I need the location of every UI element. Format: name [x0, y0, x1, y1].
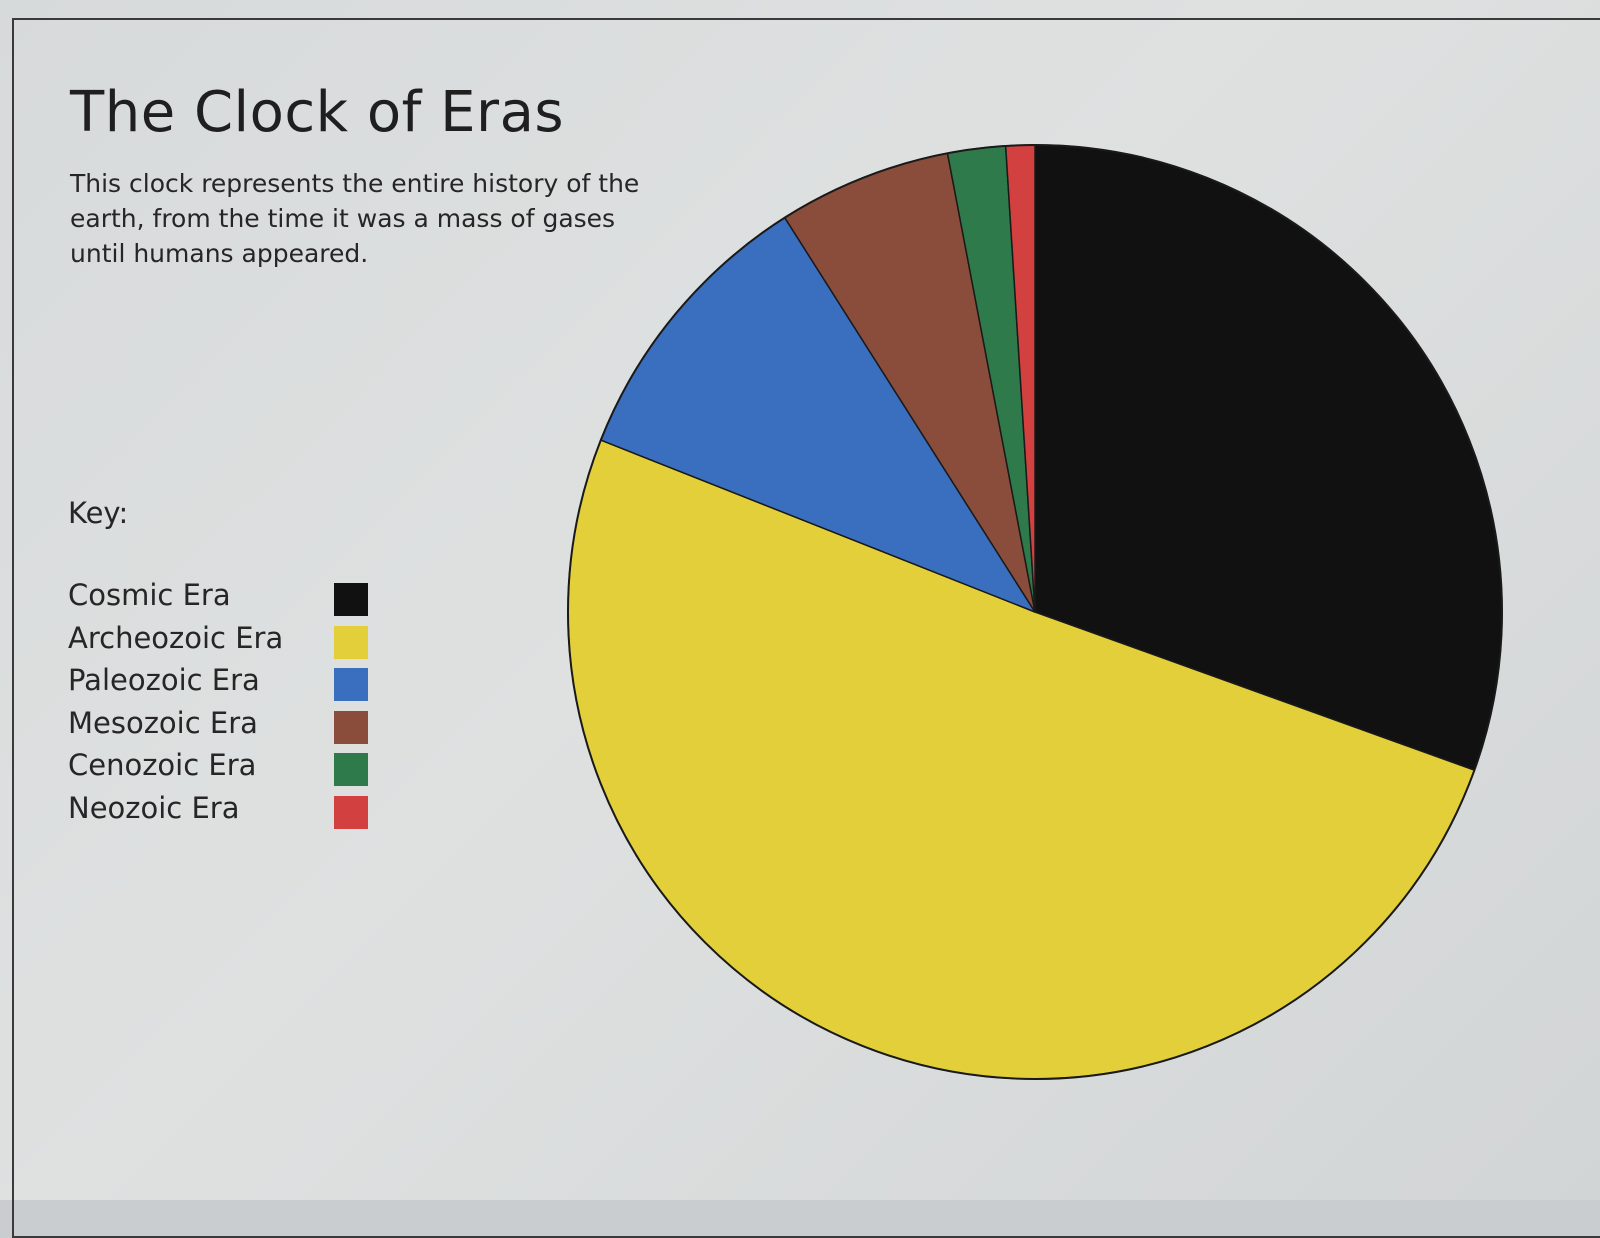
legend-label: Cosmic Era	[68, 578, 231, 612]
legend-item-archeozoic-era: Archeozoic Era	[68, 620, 368, 663]
pie-chart	[567, 144, 1503, 1080]
chart-title: The Clock of Eras	[70, 80, 565, 145]
legend-label: Paleozoic Era	[68, 663, 260, 697]
legend-item-cosmic-era: Cosmic Era	[68, 577, 368, 620]
legend-item-neozoic-era: Neozoic Era	[68, 790, 368, 833]
legend-swatch	[334, 668, 368, 701]
pie-outline	[567, 144, 1503, 1080]
legend-label: Mesozoic Era	[68, 705, 258, 740]
legend-item-cenozoic-era: Cenozoic Era	[68, 747, 368, 790]
legend-swatch	[334, 795, 368, 829]
legend-item-paleozoic-era: Paleozoic Era	[68, 662, 368, 705]
legend-swatch	[334, 710, 368, 744]
chart-subtitle: This clock represents the entire history…	[70, 169, 640, 268]
legend-label: Cenozoic Era	[68, 748, 257, 782]
legend-swatch	[334, 753, 368, 786]
legend-title: Key:	[68, 496, 129, 530]
legend-swatch	[334, 625, 368, 659]
legend-item-mesozoic-era: Mesozoic Era	[68, 705, 368, 748]
legend-swatch	[334, 583, 368, 616]
legend: Cosmic Era Archeozoic Era Paleozoic Era …	[68, 577, 368, 832]
legend-label: Neozoic Era	[68, 790, 240, 825]
legend-label: Archeozoic Era	[68, 620, 284, 655]
